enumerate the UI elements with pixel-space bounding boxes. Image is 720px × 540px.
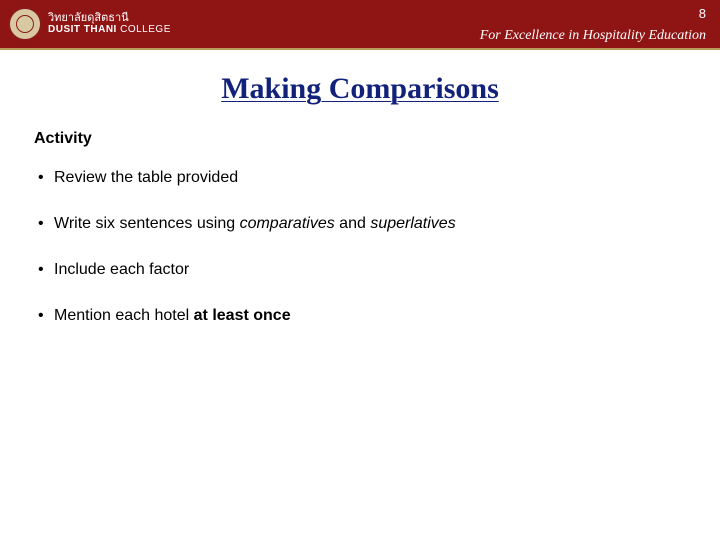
page-number: 8	[699, 6, 706, 21]
logo-seal-icon	[8, 7, 42, 41]
header-underline	[0, 48, 720, 50]
logo-text: วิทยาลัยดุสิตธานี DUSIT THANI COLLEGE	[48, 13, 171, 35]
bullet-item: Review the table provided	[36, 168, 686, 188]
bullet-text: superlatives	[370, 215, 455, 232]
bullet-item: Include each factor	[36, 260, 686, 280]
bullet-text: Include each factor	[54, 261, 189, 278]
content-area: Activity Review the table provided Write …	[0, 106, 720, 326]
bullet-text: Mention each hotel	[54, 307, 194, 324]
bullet-text: Review the table provided	[54, 169, 238, 186]
bullet-text: Write six sentences using	[54, 215, 240, 232]
section-label: Activity	[34, 130, 686, 148]
institution-english: DUSIT THANI COLLEGE	[48, 25, 171, 36]
slide-title: Making Comparisons	[0, 72, 720, 106]
bullet-item: Write six sentences using comparatives a…	[36, 214, 686, 234]
bullet-text: and	[335, 215, 371, 232]
logo-block: วิทยาลัยดุสิตธานี DUSIT THANI COLLEGE	[0, 0, 171, 48]
bullet-item: Mention each hotel at least once	[36, 306, 686, 326]
header-tagline: For Excellence in Hospitality Education	[480, 28, 706, 44]
bullet-list: Review the table provided Write six sente…	[34, 168, 686, 326]
bullet-text: comparatives	[240, 215, 335, 232]
header-bar: วิทยาลัยดุสิตธานี DUSIT THANI COLLEGE 8 …	[0, 0, 720, 48]
bullet-text: at least once	[194, 307, 291, 324]
